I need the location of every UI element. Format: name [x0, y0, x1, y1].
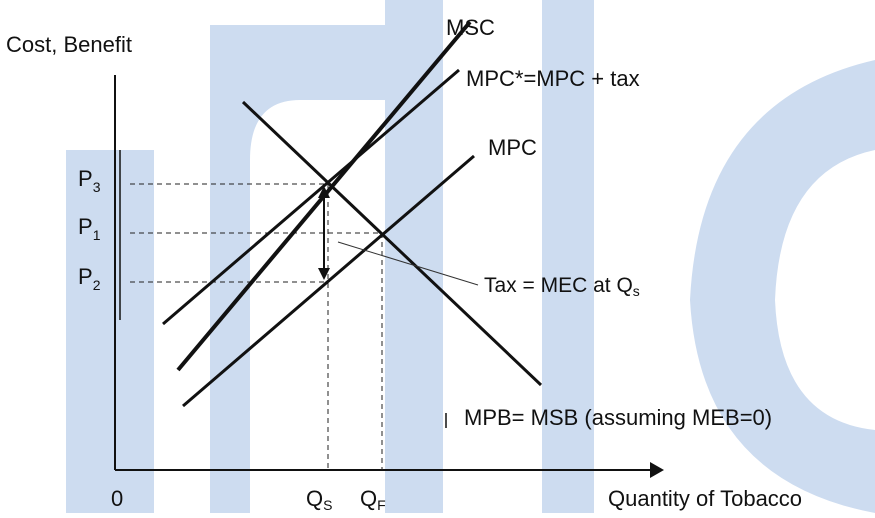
- p3-label: P3: [78, 166, 101, 195]
- mpc-star-label: MPC*=MPC + tax: [466, 66, 640, 91]
- curves: [162, 20, 543, 408]
- qf-label: QF: [360, 486, 386, 513]
- qs-label: QS: [306, 486, 332, 513]
- watermark-bar-right: [542, 0, 594, 513]
- arrow-down-icon: [318, 268, 330, 280]
- mpc-line: [182, 154, 475, 408]
- origin-label: 0: [111, 486, 123, 511]
- p2-label: P2: [78, 264, 101, 293]
- tax-pointer: [337, 241, 479, 286]
- x-axis-arrow-icon: [650, 462, 664, 478]
- p1-label: P1: [78, 214, 101, 243]
- guides: [130, 183, 383, 470]
- watermark: [66, 0, 875, 513]
- mpc-label: MPC: [488, 135, 537, 160]
- mpb-label: MPB= MSB (assuming MEB=0): [464, 405, 772, 430]
- tax-annotation: Tax = MEC at Qs: [484, 274, 640, 299]
- watermark-bar-left: [66, 150, 154, 513]
- msc-label: MSC: [446, 15, 495, 40]
- watermark-bar-center: [385, 0, 443, 513]
- y-axis-label: Cost, Benefit: [6, 32, 132, 57]
- mpc-star-line: [162, 68, 460, 326]
- arrow-up-icon: [318, 186, 330, 198]
- x-axis-label: Quantity of Tobacco: [608, 486, 802, 511]
- tax-arrow: [318, 186, 330, 280]
- mpb-line: [241, 100, 543, 387]
- watermark-arc-right: [690, 60, 875, 513]
